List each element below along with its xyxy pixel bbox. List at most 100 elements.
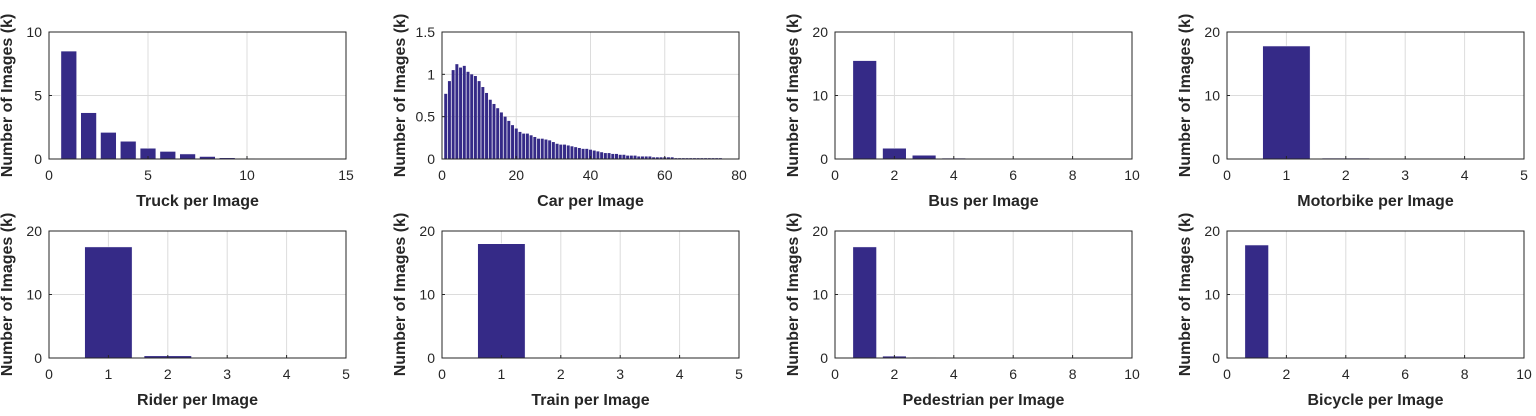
- x-tick-label: 10: [239, 167, 255, 183]
- y-tick-label: 0: [1212, 151, 1220, 167]
- bar: [608, 153, 611, 159]
- y-axis-label: Number of Images (k): [1177, 14, 1194, 178]
- y-tick-label: 20: [812, 223, 828, 239]
- bar: [533, 137, 536, 159]
- y-tick-label: 20: [812, 24, 828, 40]
- bar: [485, 93, 488, 159]
- x-tick-label: 60: [657, 167, 673, 183]
- bar: [567, 145, 570, 159]
- x-tick-label: 2: [1283, 366, 1291, 382]
- x-tick-label: 0: [831, 366, 839, 382]
- x-tick-label: 0: [831, 167, 839, 183]
- y-tick-label: 0: [427, 350, 435, 366]
- x-tick-label: 0: [438, 366, 446, 382]
- x-tick-label: 0: [438, 167, 446, 183]
- x-tick-label: 4: [950, 167, 958, 183]
- x-tick-label: 2: [891, 366, 899, 382]
- x-tick-label: 2: [557, 366, 565, 382]
- y-tick-label: 10: [1204, 88, 1220, 104]
- grid-lines: [835, 32, 1132, 159]
- x-tick-label: 5: [735, 366, 743, 382]
- x-axis-label: Rider per Image: [137, 392, 258, 409]
- y-tick-label: 0: [820, 151, 828, 167]
- bar: [61, 51, 77, 159]
- y-tick-label: 10: [26, 24, 42, 40]
- y-tick-label: 20: [419, 223, 435, 239]
- bar-series: [1263, 46, 1370, 159]
- y-tick-label: 5: [34, 88, 42, 104]
- x-tick-label: 0: [45, 167, 53, 183]
- bar: [511, 125, 514, 159]
- bar: [455, 64, 458, 159]
- y-tick-label: 10: [812, 287, 828, 303]
- y-tick-label: 10: [419, 287, 435, 303]
- bar: [507, 121, 510, 159]
- bar: [467, 72, 470, 159]
- x-tick-label: 0: [45, 366, 53, 382]
- y-axis-label: Number of Images (k): [785, 14, 802, 178]
- bar: [622, 155, 625, 159]
- bar: [611, 154, 614, 159]
- bar: [478, 81, 481, 159]
- x-tick-label: 4: [1342, 366, 1350, 382]
- bar: [481, 87, 484, 159]
- bar: [474, 76, 477, 159]
- y-tick-label: 20: [1204, 223, 1220, 239]
- x-tick-label: 3: [1401, 167, 1409, 183]
- y-tick-label: 1: [427, 66, 435, 82]
- x-tick-label: 4: [1461, 167, 1469, 183]
- bar-series: [1245, 245, 1269, 358]
- bar: [478, 244, 526, 358]
- bar: [541, 139, 544, 159]
- bar: [570, 146, 573, 159]
- bar: [537, 139, 540, 159]
- x-tick-label: 0: [1223, 366, 1231, 382]
- x-axis-label: Car per Image: [537, 193, 644, 210]
- bar: [559, 145, 562, 159]
- grid-lines: [835, 231, 1132, 358]
- bar: [496, 108, 499, 159]
- bar: [180, 154, 196, 159]
- bar: [634, 156, 637, 159]
- x-axis-label: Train per Image: [531, 392, 649, 409]
- bar: [1263, 46, 1311, 159]
- bar: [548, 140, 551, 159]
- x-tick-label: 5: [342, 366, 350, 382]
- x-tick-label: 4: [676, 366, 684, 382]
- x-tick-label: 8: [1461, 366, 1469, 382]
- x-tick-label: 5: [144, 167, 152, 183]
- y-tick-label: 0: [34, 151, 42, 167]
- y-tick-label: 1.5: [416, 24, 436, 40]
- bar: [470, 74, 473, 159]
- x-tick-label: 4: [950, 366, 958, 382]
- bar: [604, 153, 607, 159]
- bar: [544, 140, 547, 159]
- y-axis-label: Number of Images (k): [0, 14, 16, 178]
- bar: [563, 145, 566, 159]
- x-tick-label: 20: [508, 167, 524, 183]
- y-axis-label: Number of Images (k): [785, 213, 802, 377]
- bar: [526, 134, 529, 159]
- y-tick-label: 20: [26, 223, 42, 239]
- y-tick-label: 0.5: [416, 109, 436, 125]
- bar: [585, 149, 588, 159]
- bar: [1245, 245, 1269, 358]
- bar: [489, 100, 492, 159]
- y-axis-label: Number of Images (k): [1177, 213, 1194, 377]
- y-tick-label: 0: [34, 350, 42, 366]
- bar: [522, 134, 525, 159]
- bar-series: [444, 64, 722, 159]
- y-axis-label: Number of Images (k): [392, 213, 409, 377]
- y-axis-label: Number of Images (k): [0, 213, 16, 377]
- x-tick-label: 8: [1069, 167, 1077, 183]
- x-axis-label: Bus per Image: [928, 193, 1038, 210]
- x-tick-label: 3: [616, 366, 624, 382]
- bar: [853, 61, 877, 159]
- grid-lines: [1227, 231, 1524, 358]
- x-tick-label: 80: [731, 167, 747, 183]
